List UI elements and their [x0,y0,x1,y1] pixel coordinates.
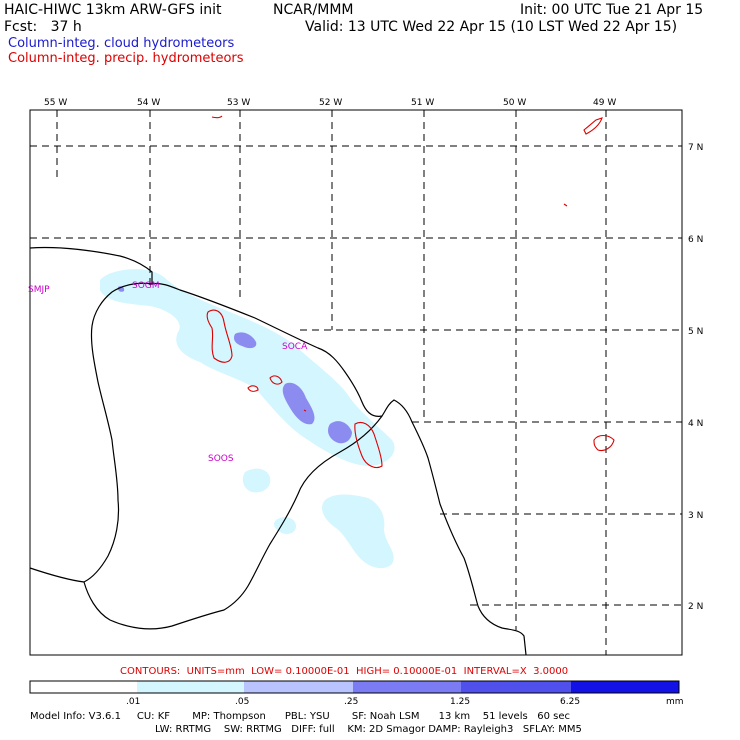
colorbar-tick: .25 [344,697,358,707]
station-label: SOOS [208,454,234,464]
lat-lon-grid [30,110,682,655]
cloud-shading [100,269,395,569]
colorbar-tick: 1.25 [450,697,470,707]
station-label: SOCA [282,342,308,352]
lon-label: 50 W [503,98,526,108]
colorbar-tick: .01 [126,697,140,707]
precip-field-title: Column-integ. precip. hydrometeors [8,51,244,66]
lon-label: 52 W [319,98,342,108]
colorbar-tick: .05 [235,697,249,707]
model-info-line-1: Model Info: V3.6.1 CU: KF MP: Thompson P… [30,711,570,722]
organization-label: NCAR/MMM [273,2,354,18]
model-title: HAIC-HIWC 13km ARW-GFS init [4,2,222,18]
coastlines-borders [29,246,527,656]
contours-info: CONTOURS: UNITS=mm LOW= 0.10000E-01 HIGH… [120,666,569,677]
lat-label: 4 N [688,419,703,429]
lat-label: 6 N [688,235,703,245]
precip-contours [206,115,615,469]
lat-label: 5 N [688,327,703,337]
station-label: SMJP [28,285,50,295]
lon-label: 54 W [137,98,160,108]
lon-label: 51 W [411,98,434,108]
init-time: Init: 00 UTC Tue 21 Apr 15 [520,2,704,18]
colorbar-unit: mm [666,697,684,707]
lon-label: 53 W [227,98,250,108]
map-frame [29,109,683,656]
lat-label: 7 N [688,143,703,153]
colorbar [29,680,680,694]
station-label: SOGM [132,281,160,291]
lon-label: 49 W [593,98,616,108]
lat-label: 2 N [688,602,703,612]
valid-time: Valid: 13 UTC Wed 22 Apr 15 (10 LST Wed … [305,19,678,35]
lat-label: 3 N [688,511,703,521]
cloud-field-title: Column-integ. cloud hydrometeors [8,36,235,51]
forecast-hour: Fcst: 37 h [4,19,82,35]
model-info-line-2: LW: RRTMG SW: RRTMG DIFF: full KM: 2D Sm… [155,724,582,735]
colorbar-tick: 6.25 [560,697,580,707]
lon-label: 55 W [44,98,67,108]
